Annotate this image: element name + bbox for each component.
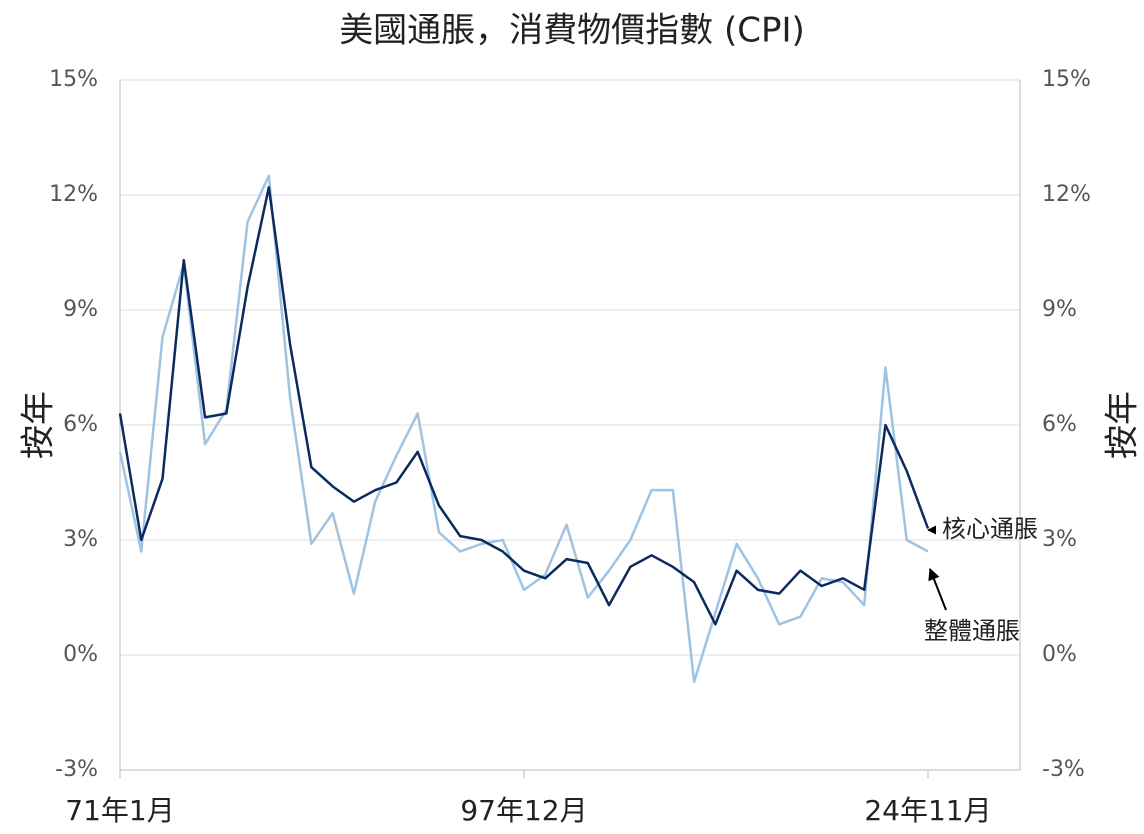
y-tick-label: 0% xyxy=(63,642,98,667)
x-tick-label: 97年12月 xyxy=(460,794,587,827)
y2-tick-label: 3% xyxy=(1042,527,1077,552)
y2-tick-label: -3% xyxy=(1042,757,1085,782)
y-axis-label: 按年 xyxy=(19,391,59,459)
y-tick-label: 9% xyxy=(63,297,98,322)
annotation: 整體通脹 xyxy=(924,617,1020,645)
line-series xyxy=(118,174,929,684)
line-series xyxy=(118,186,930,626)
y-tick-label: 3% xyxy=(63,527,98,552)
y2-tick-label: 6% xyxy=(1042,412,1077,437)
annotation-arrow xyxy=(928,567,947,611)
y-tick-label: 15% xyxy=(49,67,98,92)
y-tick-label: 12% xyxy=(49,182,98,207)
y2-axis-label: 按年 xyxy=(1103,391,1143,459)
y2-tick-label: 0% xyxy=(1042,642,1077,667)
x-tick-label: 24年11月 xyxy=(864,794,991,827)
y-tick-label: -3% xyxy=(55,757,98,782)
y2-tick-label: 12% xyxy=(1042,182,1091,207)
annotation: 核心通脹 xyxy=(942,515,1038,543)
y2-tick-label: 9% xyxy=(1042,297,1077,322)
x-tick-label: 71年1月 xyxy=(65,794,174,827)
y2-tick-label: 15% xyxy=(1042,67,1091,92)
y-tick-label: 6% xyxy=(63,412,98,437)
chart-title: 美國通脹，消費物價指數 (CPI) xyxy=(339,11,805,51)
